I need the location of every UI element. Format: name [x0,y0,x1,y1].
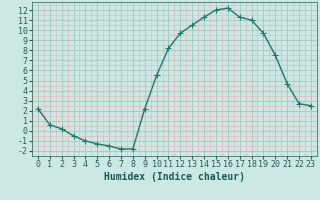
X-axis label: Humidex (Indice chaleur): Humidex (Indice chaleur) [104,172,245,182]
